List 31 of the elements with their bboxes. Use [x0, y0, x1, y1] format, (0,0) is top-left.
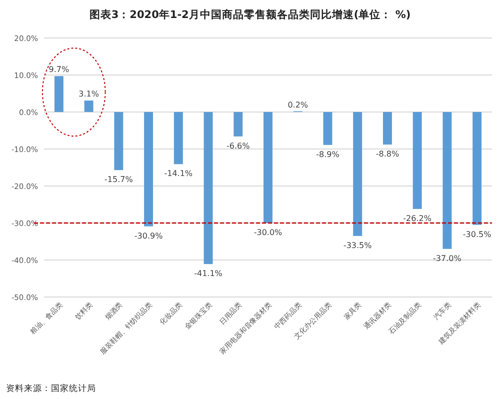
- data-label: -30.9%: [134, 231, 164, 240]
- bar: [472, 112, 482, 225]
- data-label: -14.1%: [164, 169, 193, 178]
- data-label: -8.8%: [376, 150, 400, 159]
- data-label: 3.1%: [78, 90, 100, 99]
- bar: [353, 112, 362, 236]
- bar: [84, 100, 94, 112]
- data-label: -33.5%: [343, 240, 372, 250]
- chart-title: 图表3：2020年1-2月中国商品零售额各品类同比增速(单位： %): [89, 8, 411, 21]
- bar: [382, 112, 392, 145]
- bar: [144, 112, 154, 226]
- data-label: -15.7%: [104, 175, 134, 184]
- text: 资料来源：国家统计局: [6, 383, 96, 394]
- bar: [204, 112, 213, 264]
- bar: [174, 112, 183, 164]
- bar: [234, 112, 243, 136]
- data-label: -26.2%: [403, 214, 432, 223]
- data-label: -30.5%: [462, 230, 492, 239]
- data-label: 9.7%: [48, 65, 70, 74]
- bar: [264, 112, 272, 223]
- bar: [54, 76, 64, 112]
- data-label: -8.9%: [316, 150, 340, 159]
- bar: [412, 112, 422, 209]
- bar: [442, 112, 452, 249]
- data-label: 0.2%: [288, 100, 308, 110]
- data-label: -6.6%: [226, 141, 250, 150]
- bar: [114, 112, 124, 170]
- bar: [323, 112, 332, 145]
- data-label: -30.0%: [254, 228, 283, 237]
- data-label: -41.1%: [194, 269, 223, 278]
- data-label: -37.0%: [433, 254, 462, 263]
